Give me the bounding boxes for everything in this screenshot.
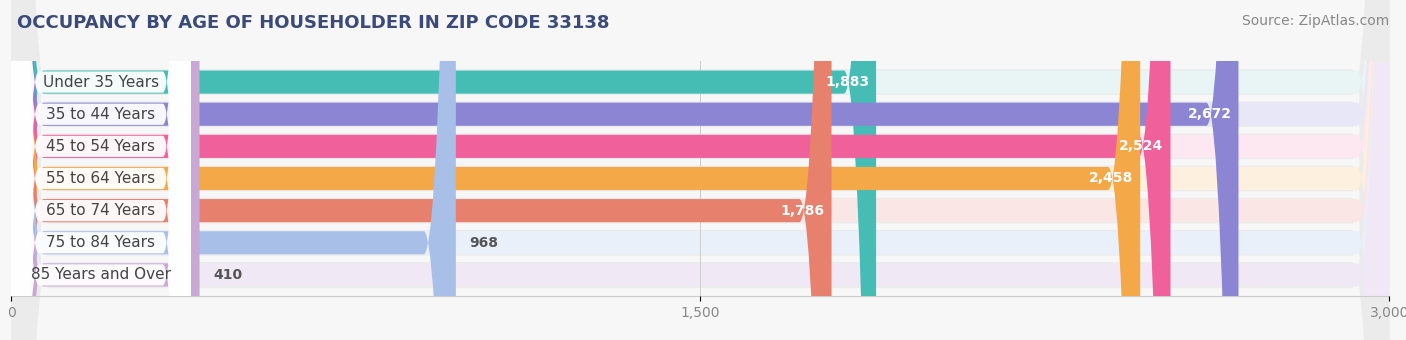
Text: 2,524: 2,524 [1119, 139, 1164, 153]
Text: 1,883: 1,883 [825, 75, 869, 89]
FancyBboxPatch shape [11, 0, 190, 340]
Text: 410: 410 [214, 268, 242, 282]
FancyBboxPatch shape [11, 0, 1171, 340]
Text: 2,672: 2,672 [1188, 107, 1232, 121]
FancyBboxPatch shape [11, 0, 1239, 340]
FancyBboxPatch shape [11, 0, 190, 340]
FancyBboxPatch shape [11, 0, 190, 340]
FancyBboxPatch shape [11, 0, 1389, 340]
FancyBboxPatch shape [11, 0, 876, 340]
FancyBboxPatch shape [11, 0, 190, 340]
FancyBboxPatch shape [11, 0, 1389, 340]
Text: 45 to 54 Years: 45 to 54 Years [46, 139, 155, 154]
FancyBboxPatch shape [11, 0, 1140, 340]
FancyBboxPatch shape [11, 0, 1389, 340]
FancyBboxPatch shape [11, 0, 1389, 340]
FancyBboxPatch shape [11, 0, 1389, 340]
FancyBboxPatch shape [11, 0, 190, 340]
Text: Under 35 Years: Under 35 Years [42, 74, 159, 89]
FancyBboxPatch shape [11, 0, 1389, 340]
Text: 35 to 44 Years: 35 to 44 Years [46, 107, 156, 122]
Text: 1,786: 1,786 [780, 204, 825, 218]
FancyBboxPatch shape [11, 0, 190, 340]
FancyBboxPatch shape [11, 0, 1389, 340]
Text: 85 Years and Over: 85 Years and Over [31, 268, 170, 283]
FancyBboxPatch shape [11, 0, 1389, 340]
Text: 968: 968 [470, 236, 499, 250]
Text: 65 to 74 Years: 65 to 74 Years [46, 203, 156, 218]
Text: OCCUPANCY BY AGE OF HOUSEHOLDER IN ZIP CODE 33138: OCCUPANCY BY AGE OF HOUSEHOLDER IN ZIP C… [17, 14, 609, 32]
Text: Source: ZipAtlas.com: Source: ZipAtlas.com [1241, 14, 1389, 28]
FancyBboxPatch shape [11, 0, 1389, 340]
FancyBboxPatch shape [11, 0, 831, 340]
Text: 2,458: 2,458 [1090, 171, 1133, 186]
FancyBboxPatch shape [11, 0, 200, 340]
FancyBboxPatch shape [11, 0, 1389, 340]
FancyBboxPatch shape [11, 0, 1389, 340]
FancyBboxPatch shape [11, 0, 1389, 340]
FancyBboxPatch shape [11, 0, 1389, 340]
Text: 75 to 84 Years: 75 to 84 Years [46, 235, 155, 250]
FancyBboxPatch shape [11, 0, 190, 340]
FancyBboxPatch shape [11, 0, 456, 340]
Text: 55 to 64 Years: 55 to 64 Years [46, 171, 156, 186]
FancyBboxPatch shape [11, 0, 1389, 340]
